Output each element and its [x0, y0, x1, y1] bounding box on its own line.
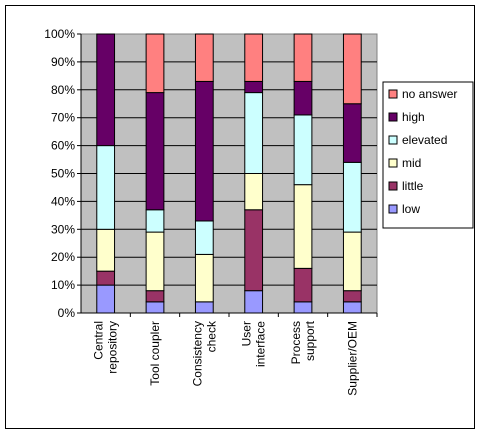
bar-segment-low [342, 301, 362, 314]
legend-swatch [388, 89, 398, 99]
y-tick-label: 20% [51, 250, 75, 264]
legend-swatch [388, 204, 398, 214]
legend-swatch [388, 135, 398, 145]
y-tick-label: 90% [51, 55, 75, 69]
bar-segment-mid [293, 184, 313, 269]
x-category-label: User [240, 321, 254, 346]
legend-swatch [388, 158, 398, 168]
bar-segment-mid [194, 253, 214, 303]
y-tick-label: 40% [51, 194, 75, 208]
x-category-label: Central [92, 321, 106, 360]
legend-label: mid [402, 156, 421, 170]
x-category-label: Consistency [190, 321, 204, 386]
bar-segment-elevated [244, 92, 264, 174]
bar-segment-elevated [145, 209, 165, 233]
bar-segment-little [293, 267, 313, 303]
bar-segment-no-answer [293, 33, 313, 82]
legend-label: elevated [402, 133, 447, 147]
bar-segment-no-answer [342, 33, 362, 105]
bar-segment-mid [96, 228, 116, 272]
bar-segment-mid [244, 173, 264, 211]
bar-segment-no-answer [244, 33, 264, 82]
bar-segment-mid [342, 231, 362, 292]
bar-segment-no-answer [194, 33, 214, 82]
x-category-label: repository [106, 321, 120, 374]
bar-segment-low [293, 301, 313, 314]
x-category-label: Tool coupler [148, 321, 162, 386]
legend-label: no answer [402, 87, 457, 101]
x-category-label: support [303, 320, 317, 361]
legend-label: low [402, 202, 420, 216]
bar-segment-no-answer [145, 33, 165, 94]
y-tick-label: 50% [51, 167, 75, 181]
x-category-label: interface [254, 321, 268, 367]
bar-segment-elevated [293, 114, 313, 186]
bar-segment-high [293, 80, 313, 116]
legend-swatch [388, 112, 398, 122]
bar-segment-high [194, 80, 214, 222]
x-category-label: Process [289, 321, 303, 364]
bar-segment-little [342, 290, 362, 303]
bar-segment-high [96, 33, 116, 147]
x-category-label: check [204, 320, 218, 352]
bar-segment-elevated [96, 145, 116, 230]
legend-label: little [402, 179, 424, 193]
bar-segment-low [244, 290, 264, 314]
bar-segment-low [194, 301, 214, 314]
y-tick-label: 0% [58, 306, 76, 320]
bar-segment-little [96, 270, 116, 286]
x-category-label: Supplier/OEM [345, 321, 359, 396]
y-tick-label: 10% [51, 278, 75, 292]
bar-segment-high [145, 92, 165, 211]
bar-segment-elevated [194, 220, 214, 255]
y-tick-label: 80% [51, 83, 75, 97]
bar-segment-mid [145, 231, 165, 292]
legend-swatch [388, 181, 398, 191]
y-tick-label: 100% [44, 27, 75, 41]
legend-box [382, 81, 474, 229]
bar-segment-high [342, 103, 362, 163]
y-tick-label: 70% [51, 111, 75, 125]
bar-segment-little [244, 209, 264, 292]
bar-segment-high [244, 80, 264, 94]
bar-segment-low [96, 284, 116, 314]
y-tick-label: 30% [51, 222, 75, 236]
bar-segment-low [145, 301, 165, 314]
y-tick-label: 60% [51, 139, 75, 153]
legend-label: high [402, 110, 425, 124]
bar-segment-little [145, 290, 165, 303]
bar-segment-elevated [342, 161, 362, 233]
